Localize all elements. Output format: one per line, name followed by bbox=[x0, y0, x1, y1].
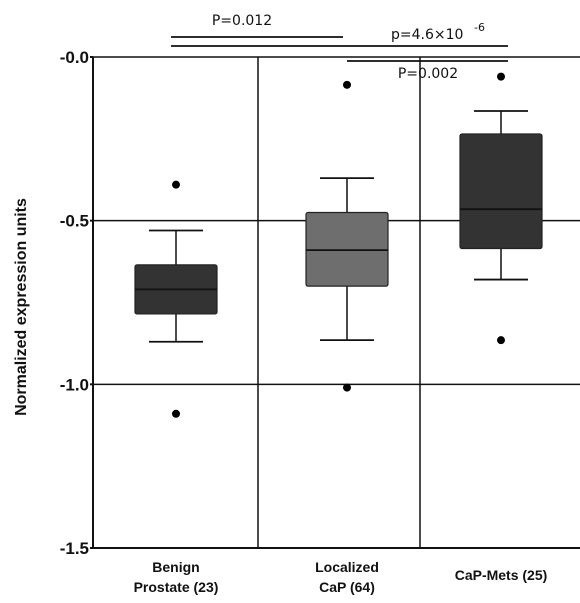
x-category-label-0-0: Benign bbox=[152, 559, 199, 575]
outlier-point-0-0 bbox=[172, 180, 180, 189]
y-tick-label-1: -0.5 bbox=[60, 212, 89, 231]
outlier-point-1-1 bbox=[343, 383, 351, 392]
box-group-2 bbox=[459, 72, 543, 345]
y-tick-label-0: -0.0 bbox=[60, 48, 89, 67]
y-tick-label-3: -1.5 bbox=[60, 539, 89, 558]
plot-frame bbox=[92, 57, 580, 549]
outlier-point-0-1 bbox=[172, 409, 180, 418]
x-axis: Benign Prostate (23) Localized CaP (64) CaP-… bbox=[134, 559, 548, 595]
outlier-point-2-1 bbox=[497, 336, 505, 345]
sig-label-0: P=0.012 bbox=[212, 13, 272, 29]
y-axis-label: Normalized expression units bbox=[13, 198, 30, 416]
outlier-point-1-0 bbox=[343, 80, 351, 89]
x-category-label-1-1: CaP (64) bbox=[319, 579, 375, 595]
box-group-1 bbox=[305, 80, 389, 392]
sig-label-2: P=0.002 bbox=[398, 66, 458, 82]
x-category-label-1-0: Localized bbox=[315, 559, 379, 575]
sig-label-1: p=4.6×10 bbox=[391, 27, 463, 43]
box-2 bbox=[459, 133, 543, 250]
sig-label-1-superscript: -6 bbox=[474, 21, 485, 34]
y-axis: -0.0 -0.5 -1.0 -1.5 bbox=[60, 48, 93, 558]
box-plot-series bbox=[134, 72, 543, 418]
box-group-0 bbox=[134, 180, 218, 418]
significance-annotations: P=0.012 p=4.6×10 -6 P=0.002 bbox=[171, 13, 508, 82]
y-tick-label-2: -1.0 bbox=[60, 375, 89, 394]
x-category-label-2-0: CaP-Mets (25) bbox=[455, 567, 548, 583]
outlier-point-2-0 bbox=[497, 72, 505, 81]
x-category-label-0-1: Prostate (23) bbox=[134, 579, 219, 595]
